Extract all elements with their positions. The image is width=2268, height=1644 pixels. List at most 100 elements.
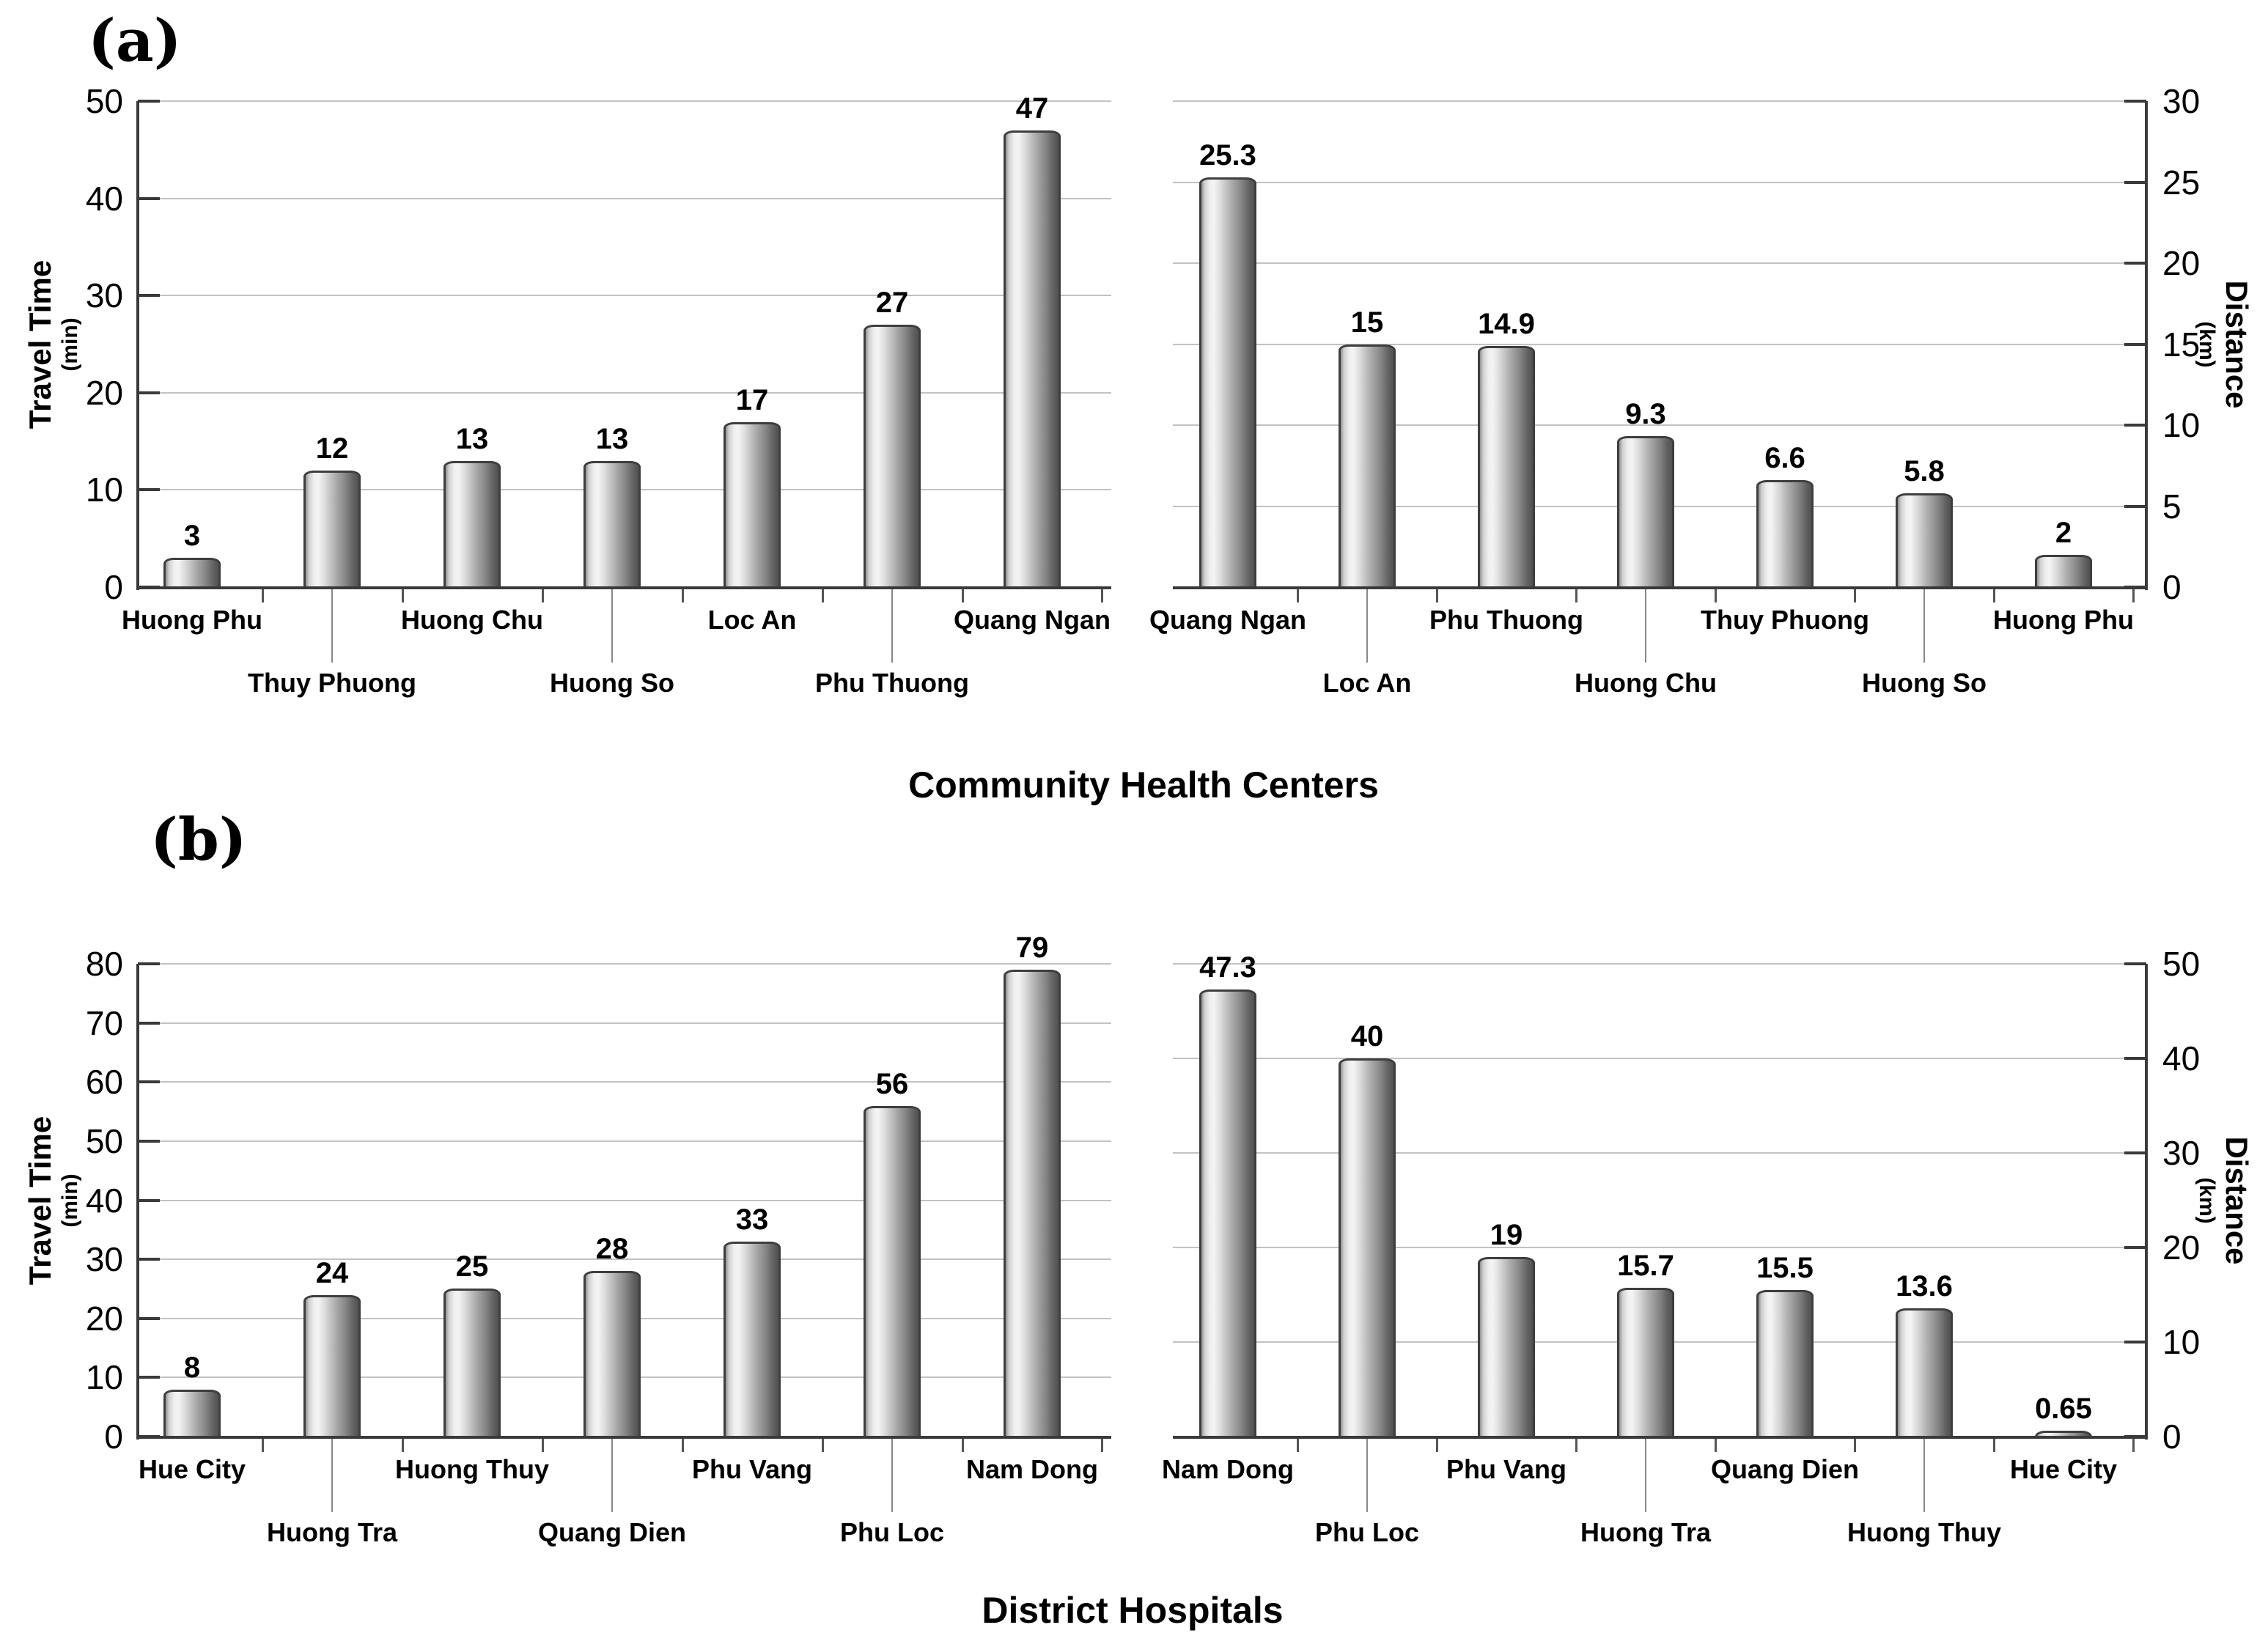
gridline [138, 1199, 1111, 1201]
category-boundary-tick [401, 1439, 404, 1452]
category-label: Huong Thuy [395, 1454, 549, 1484]
y-axis-tick-label: 40 [85, 1181, 123, 1220]
category-separator-line [331, 589, 333, 663]
bar-value-label: 9.3 [1625, 398, 1666, 431]
panel-a-title: Community Health Centers [908, 764, 1379, 806]
category-boundary-tick [1993, 1439, 1995, 1452]
bar [1339, 1058, 1396, 1437]
y-axis-tick [2124, 1151, 2146, 1154]
bar [2035, 1430, 2092, 1437]
bar-value-label: 47 [1015, 92, 1049, 125]
category-separator-line [611, 589, 613, 663]
bar-value-label: 15 [1350, 306, 1384, 339]
y-axis-title-unit: (km) [2195, 320, 2219, 368]
y-axis-tick [2124, 424, 2146, 427]
y-axis-title-unit: (min) [58, 1173, 82, 1228]
y-axis-tick [138, 391, 160, 394]
y-axis-tick [138, 1316, 160, 1320]
bar-value-label: 5.8 [1904, 454, 1945, 487]
bar-value-label: 13.6 [1896, 1269, 1953, 1302]
gridline [1173, 1152, 2146, 1154]
category-label: Phu Thuong [815, 668, 969, 698]
gridline [138, 1140, 1111, 1142]
y-axis-tick [138, 1376, 160, 1379]
category-boundary-tick [541, 1439, 544, 1452]
bar-value-label: 24 [315, 1256, 349, 1289]
y-axis-tick-label: 0 [2162, 1418, 2182, 1456]
category-label: Nam Dong [1162, 1454, 1294, 1484]
bar [583, 460, 641, 587]
bar [443, 460, 501, 587]
y-axis-tick [138, 1258, 160, 1261]
y-axis-title: Travel Time (min) [23, 259, 83, 428]
bar-value-label: 2 [2055, 516, 2072, 549]
category-label: Nam Dong [966, 1454, 1098, 1484]
bar [1896, 1308, 1953, 1437]
bar-value-label: 15.7 [1617, 1250, 1674, 1283]
y-axis-tick-label: 50 [85, 82, 123, 120]
category-label: Thuy Phuong [248, 668, 416, 698]
bar [163, 558, 221, 587]
y-axis-line [136, 101, 139, 590]
y-axis-tick-label: 30 [85, 276, 123, 315]
gridline [138, 1258, 1111, 1261]
category-boundary-tick [1101, 589, 1103, 602]
y-axis-tick-label: 5 [2162, 487, 2182, 526]
category-boundary-tick [261, 1439, 264, 1452]
bar-value-label: 40 [1350, 1020, 1384, 1053]
bar-value-label: 3 [183, 520, 201, 553]
y-axis-tick-label: 10 [85, 1358, 123, 1397]
category-label: Quang Ngan [954, 605, 1111, 635]
category-separator-line [1923, 1439, 1925, 1512]
y-axis-tick-label: 40 [2162, 1039, 2201, 1077]
bar [1199, 177, 1256, 587]
category-boundary-tick [541, 589, 544, 602]
category-label: Phu Loc [1315, 1517, 1419, 1547]
bar-value-label: 13 [455, 422, 489, 455]
category-separator-line [331, 1439, 333, 1512]
bar [1478, 345, 1535, 587]
gridline [138, 1081, 1111, 1083]
category-boundary-tick [1575, 589, 1577, 602]
category-boundary-tick [401, 589, 404, 602]
category-boundary-tick [1854, 589, 1856, 602]
bar-value-label: 25.3 [1199, 139, 1256, 172]
y-axis-tick-label: 30 [2162, 82, 2201, 120]
y-axis-title-text: Travel Time [23, 1116, 57, 1285]
gridline [138, 1022, 1111, 1024]
category-boundary-tick [1575, 1439, 1577, 1452]
y-axis-tick [2124, 180, 2146, 184]
bar [1339, 344, 1396, 587]
bar-value-label: 19 [1490, 1218, 1523, 1251]
y-axis-tick-label: 0 [104, 568, 123, 606]
category-separator-line [1923, 589, 1925, 663]
y-axis-tick-label: 60 [85, 1063, 123, 1102]
bar-value-label: 79 [1015, 932, 1049, 965]
y-axis-tick-label: 20 [85, 373, 123, 412]
category-separator-line [1645, 1439, 1646, 1512]
category-boundary-tick [961, 1439, 964, 1452]
y-axis-tick-label: 80 [85, 945, 123, 983]
y-axis-tick-label: 30 [2162, 1134, 2201, 1172]
category-boundary-tick [1715, 1439, 1717, 1452]
category-label: Huong Chu [401, 605, 543, 635]
bar-value-label: 56 [875, 1067, 909, 1100]
category-label: Huong Tra [1580, 1517, 1711, 1547]
category-label: Huong Chu [1575, 668, 1717, 698]
bar [724, 421, 781, 587]
y-axis-tick-label: 10 [2162, 1323, 2201, 1361]
y-axis-tick [138, 488, 160, 492]
category-boundary-tick [2132, 589, 2135, 602]
gridline [138, 391, 1111, 394]
bar [1478, 1256, 1535, 1437]
bar [864, 324, 921, 587]
category-boundary-tick [2132, 1439, 2135, 1452]
gridline [1173, 424, 2146, 426]
gridline [1173, 343, 2146, 345]
bar [1199, 989, 1256, 1437]
bar-value-label: 12 [315, 432, 349, 465]
category-separator-line [1366, 1439, 1368, 1512]
bar [1617, 436, 1674, 587]
